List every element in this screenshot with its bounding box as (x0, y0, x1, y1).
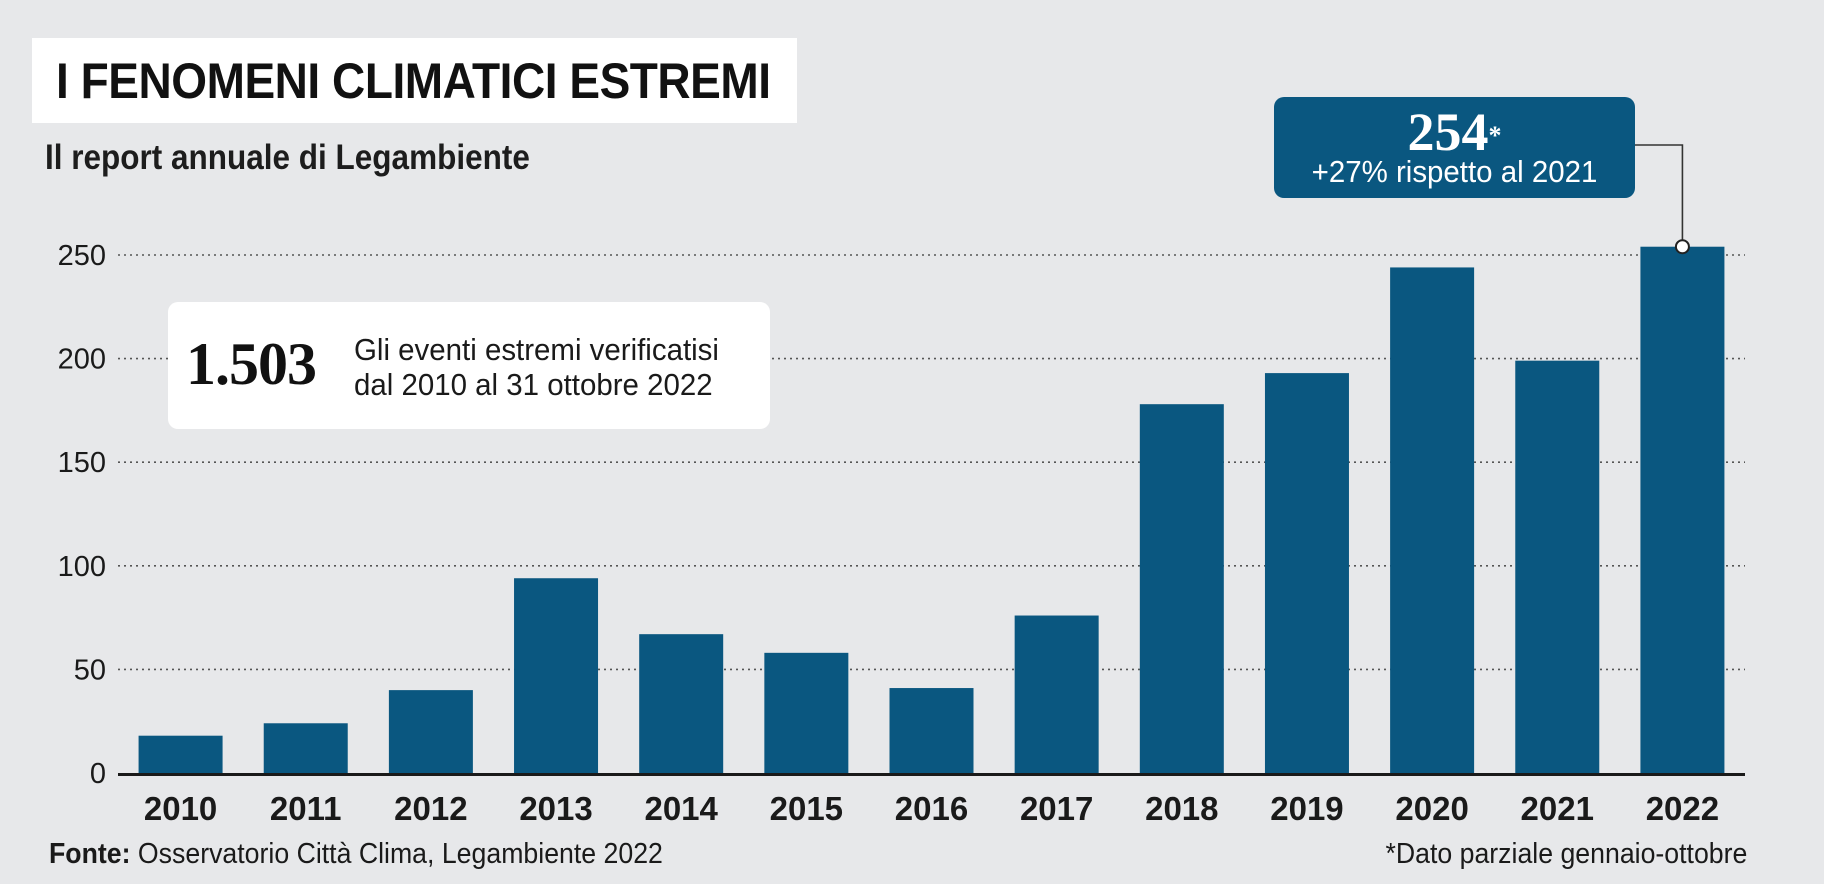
x-tick-label-2019: 2019 (1270, 790, 1343, 827)
y-tick-label-0: 0 (90, 758, 106, 790)
callout-number: 254 (1407, 102, 1489, 162)
source-text: Osservatorio Città Clima, Legambiente 20… (130, 838, 663, 870)
bar-2022 (1640, 246, 1725, 773)
x-tick-label-2022: 2022 (1646, 790, 1719, 827)
callout-2022: 254* +27% rispetto al 2021 (1274, 97, 1635, 198)
bar-2014 (639, 634, 724, 773)
chart-subtitle: Il report annuale di Legambiente (45, 138, 530, 177)
y-tick-label-100: 100 (58, 551, 106, 583)
x-tick-label-2021: 2021 (1521, 790, 1594, 827)
total-events-box: 1.503 Gli eventi estremi verificatisi da… (168, 302, 770, 429)
bar-2010 (138, 735, 223, 773)
footnote: *Dato parziale gennaio-ottobre (1385, 838, 1747, 870)
bar-2021 (1515, 360, 1600, 773)
callout-asterisk: * (1488, 121, 1502, 150)
bar-2020 (1390, 267, 1475, 773)
source-label: Fonte: (49, 838, 131, 870)
total-events-line-2: dal 2010 al 31 ottobre 2022 (354, 367, 713, 402)
x-tick-label-2015: 2015 (770, 790, 843, 827)
bar-2018 (1139, 404, 1224, 773)
callout-change-text: +27% rispetto al 2021 (1311, 154, 1598, 189)
y-tick-label-200: 200 (58, 344, 106, 376)
x-tick-label-2020: 2020 (1395, 790, 1468, 827)
total-events-line-1: Gli eventi estremi verificatisi (354, 332, 719, 367)
x-tick-label-2016: 2016 (895, 790, 968, 827)
bar-2016 (889, 688, 974, 773)
x-tick-label-2017: 2017 (1020, 790, 1093, 827)
bar-2013 (514, 578, 599, 773)
bar-2012 (388, 690, 473, 773)
callout-leader-line (1635, 144, 1684, 247)
title-box: I FENOMENI CLIMATICI ESTREMI (32, 38, 797, 123)
x-tick-label-2014: 2014 (644, 790, 718, 827)
x-tick-label-2018: 2018 (1145, 790, 1218, 827)
bar-2015 (764, 652, 849, 773)
y-tick-label-250: 250 (58, 240, 106, 272)
bar-2017 (1014, 615, 1099, 773)
y-tick-label-50: 50 (74, 654, 106, 686)
y-tick-label-150: 150 (58, 447, 106, 479)
bar-2011 (263, 723, 348, 773)
x-tick-label-2013: 2013 (519, 790, 592, 827)
bar-2019 (1264, 373, 1349, 773)
total-events-description: Gli eventi estremi verificatisi dal 2010… (354, 332, 719, 402)
source-note: Fonte: Osservatorio Città Clima, Legambi… (49, 838, 663, 871)
callout-value: 254* (1274, 103, 1635, 161)
chart-title: I FENOMENI CLIMATICI ESTREMI (56, 52, 771, 109)
total-events-number: 1.503 (186, 331, 317, 397)
x-tick-label-2011: 2011 (270, 790, 342, 827)
x-tick-label-2010: 2010 (144, 790, 217, 827)
x-tick-label-2012: 2012 (394, 790, 467, 827)
highlight-marker (1674, 239, 1690, 255)
